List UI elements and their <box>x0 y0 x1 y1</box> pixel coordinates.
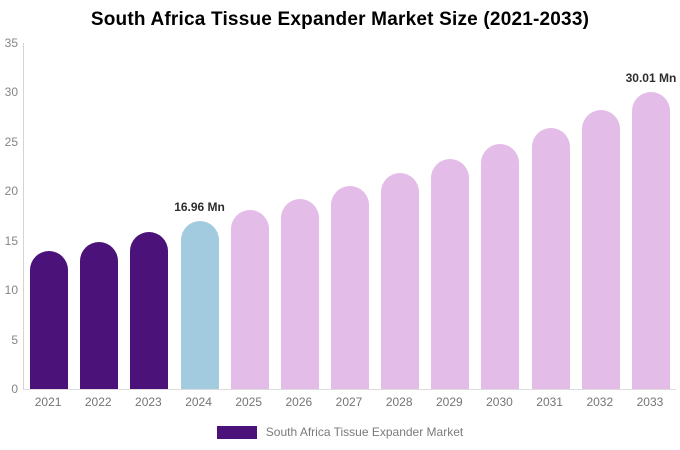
bar-slot-2023 <box>124 231 174 389</box>
y-tick-label-20: 20 <box>4 184 18 199</box>
bar-slot-2031 <box>526 128 576 389</box>
y-tick-label-15: 15 <box>4 233 18 248</box>
bar-2022 <box>80 241 119 389</box>
bar-slot-2027 <box>325 186 375 389</box>
y-axis: 0 5 10 15 20 25 30 35 <box>0 36 18 396</box>
x-axis-label-2032: 2032 <box>586 395 614 409</box>
x-axis-label-2028: 2028 <box>385 395 413 409</box>
bar-2021 <box>30 250 69 389</box>
bar-2033 <box>631 92 670 389</box>
x-axis-label-2023: 2023 <box>135 395 162 409</box>
chart-title: South Africa Tissue Expander Market Size… <box>90 9 590 30</box>
bar-slot-2030 <box>475 143 525 389</box>
bar-slot-2032 <box>576 110 626 389</box>
y-tick-label-35: 35 <box>4 36 18 50</box>
y-tick-label-30: 30 <box>4 85 18 100</box>
legend-swatch <box>216 425 257 439</box>
bar-2028 <box>381 172 420 389</box>
bar-slot-2026 <box>275 199 325 389</box>
bar-2032 <box>581 110 620 389</box>
x-axis-label-2031: 2031 <box>536 395 563 409</box>
x-axis-label-2027: 2027 <box>335 395 363 409</box>
x-axis-label-2022: 2022 <box>84 395 112 409</box>
value-label-2024: 16.96 Mn <box>174 200 225 215</box>
x-axis-label-2025: 2025 <box>235 395 263 409</box>
bar-slot-2033: 30.01 Mn <box>626 71 676 389</box>
bar-2031 <box>531 128 570 389</box>
bar-slot-2021 <box>24 250 74 389</box>
y-tick-label-25: 25 <box>4 134 18 149</box>
bars-container: 16.96 Mn 30.01 Mn <box>24 43 676 389</box>
x-axis-label-2033: 2033 <box>636 395 664 409</box>
bar-2024 <box>180 221 219 389</box>
x-axis-label-2024: 2024 <box>185 395 212 409</box>
x-axis-label-2021: 2021 <box>34 395 62 409</box>
x-axis-label-2030: 2030 <box>486 395 513 409</box>
bar-2030 <box>481 143 520 389</box>
bar-slot-2024: 16.96 Mn <box>174 200 225 389</box>
bar-2029 <box>431 158 470 389</box>
legend-label: South Africa Tissue Expander Market <box>265 425 464 439</box>
bar-2023 <box>130 231 169 389</box>
bar-slot-2028 <box>375 172 425 389</box>
x-axis: 2021 2022 2023 2024 2025 2026 2027 2028 2029 2030… <box>23 395 675 409</box>
bar-slot-2025 <box>225 210 275 389</box>
x-axis-label-2029: 2029 <box>435 395 463 409</box>
bar-2027 <box>331 186 370 389</box>
bar-2026 <box>280 199 319 389</box>
y-tick-label-0: 0 <box>11 382 18 396</box>
bar-2025 <box>230 210 269 389</box>
y-tick-label-5: 5 <box>11 332 18 347</box>
legend: South Africa Tissue Expander Market <box>0 425 680 439</box>
x-axis-label-2026: 2026 <box>285 395 313 409</box>
plot-area: 16.96 Mn 30.01 Mn <box>23 43 676 390</box>
bar-slot-2022 <box>74 241 124 389</box>
value-label-2033: 30.01 Mn <box>625 71 677 86</box>
bar-slot-2029 <box>425 158 475 389</box>
y-tick-label-10: 10 <box>4 283 18 298</box>
